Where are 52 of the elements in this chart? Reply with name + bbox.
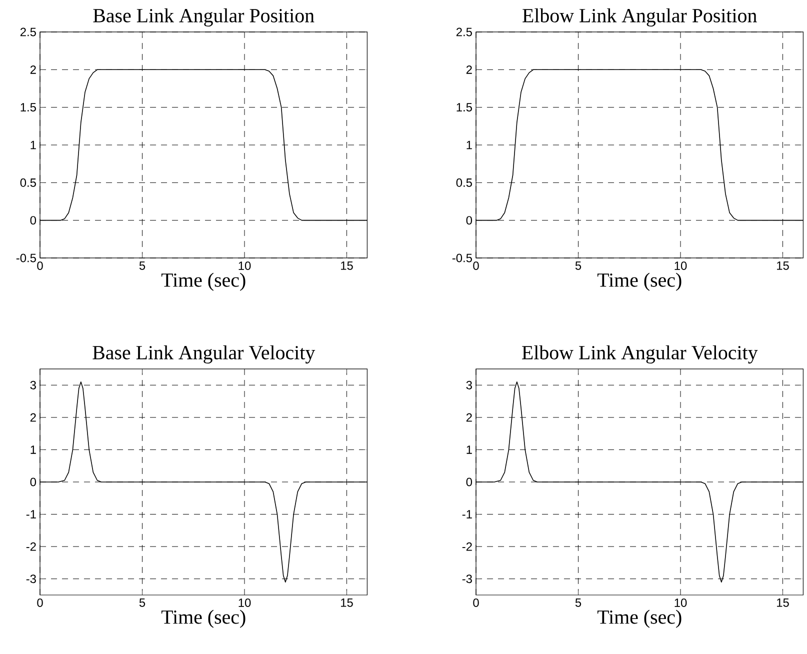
x-tick-label: 10: [238, 262, 251, 270]
x-axis-title: Time (sec): [597, 610, 682, 628]
y-tick-label: 1: [30, 446, 36, 454]
y-tick-label: 3: [466, 380, 472, 390]
x-axis-title: Time (sec): [597, 272, 682, 291]
chart-title: Elbow Link Angular Velocity: [522, 345, 758, 364]
y-tick-label: 1.5: [20, 103, 36, 112]
y-tick-label: -0.5: [452, 254, 472, 262]
x-tick-label: 15: [777, 262, 789, 270]
x-tick-label: 10: [674, 598, 687, 607]
y-tick-label: 1: [466, 446, 472, 454]
y-tick-label: -1: [462, 510, 472, 518]
x-tick-label: 5: [139, 598, 146, 607]
x-tick-label: 5: [575, 262, 582, 270]
y-tick-label: -2: [462, 542, 472, 551]
y-tick-label: -1: [26, 510, 36, 518]
y-tick-label: -2: [26, 542, 36, 551]
x-tick-label: 0: [37, 262, 43, 270]
x-tick-label: 0: [473, 262, 479, 270]
y-tick-label: 0: [30, 478, 36, 486]
y-tick-label: -3: [26, 574, 36, 584]
x-tick-label: 0: [37, 598, 43, 607]
y-tick-label: 2: [30, 413, 36, 422]
x-tick-label: 10: [238, 598, 251, 607]
y-tick-label: 1: [466, 140, 472, 150]
y-tick-label: -3: [462, 574, 472, 584]
x-tick-label: 10: [674, 262, 687, 270]
x-tick-label: 5: [575, 598, 582, 607]
x-tick-label: 0: [473, 598, 479, 607]
y-tick-label: 1: [30, 140, 36, 150]
y-tick-label: 3: [30, 380, 36, 390]
y-tick-label: 2.5: [20, 28, 36, 36]
x-tick-label: 15: [341, 598, 353, 607]
chart-title: Base Link Angular Velocity: [92, 345, 316, 364]
x-tick-label: 5: [139, 262, 146, 270]
y-tick-label: 2: [466, 413, 472, 422]
y-tick-label: 0.5: [456, 178, 472, 187]
y-tick-label: 1.5: [456, 103, 472, 112]
y-tick-label: 0: [466, 478, 472, 486]
x-axis-title: Time (sec): [161, 272, 246, 291]
x-tick-label: 15: [341, 262, 353, 270]
chart-title: Elbow Link Angular Position: [522, 8, 757, 26]
y-tick-label: 2.5: [456, 28, 472, 36]
y-tick-label: 2: [466, 65, 472, 74]
y-tick-label: 0.5: [20, 178, 36, 187]
y-tick-label: 2: [30, 65, 36, 74]
x-axis-title: Time (sec): [161, 610, 246, 628]
y-tick-label: -0.5: [16, 254, 36, 262]
y-tick-label: 0: [30, 216, 36, 225]
y-tick-label: 0: [466, 216, 472, 225]
x-tick-label: 15: [777, 598, 789, 607]
chart-title: Base Link Angular Position: [93, 8, 314, 26]
